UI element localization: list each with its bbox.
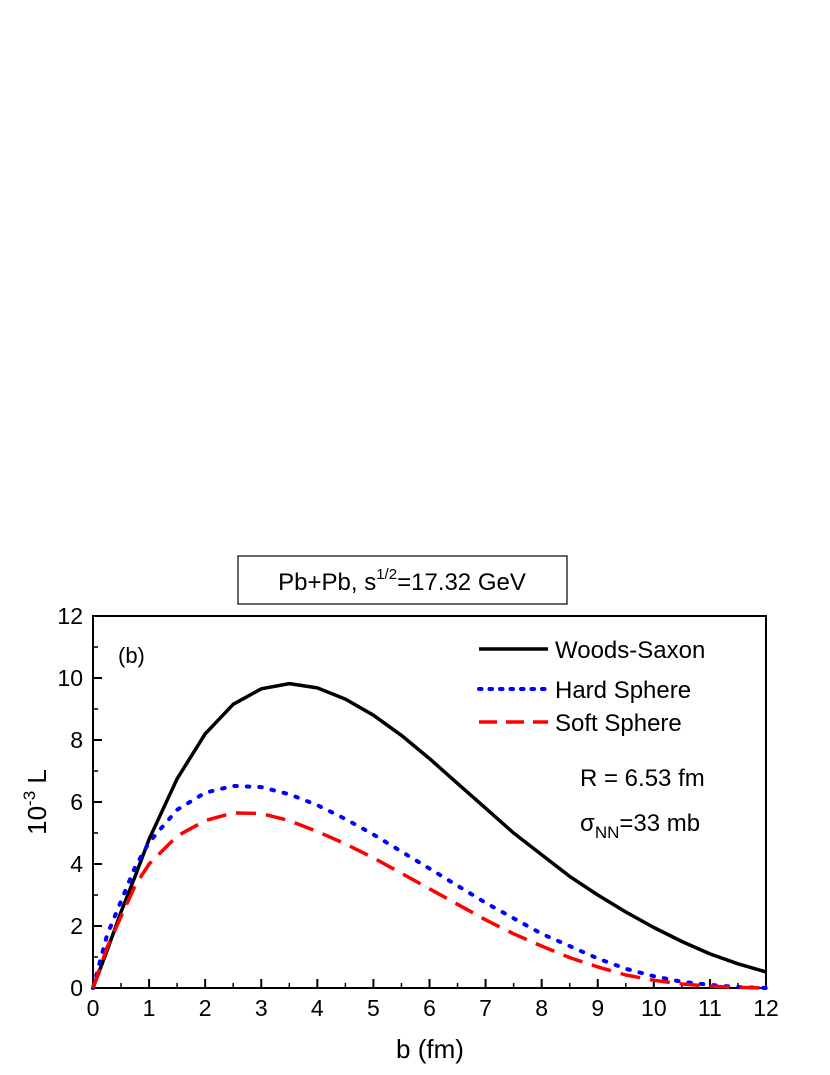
sigma-symbol: σ: [580, 810, 595, 837]
series-layer: [91, 681, 768, 990]
x-tick-label: 9: [591, 995, 604, 1021]
y-axis-ticks: 0 2 4 6 8 10 12: [57, 603, 102, 1001]
y-tick-label: 4: [70, 851, 83, 877]
x-tick-label: 3: [255, 995, 268, 1021]
x-tick-label: 2: [199, 995, 212, 1021]
x-axis-ticks: 0 1 2 3 4 5 6 7 8 9 10 11 12: [87, 979, 779, 1021]
chart-title-base: Pb+Pb, s: [278, 569, 376, 596]
y-tick-label: 6: [70, 789, 83, 815]
x-tick-label: 0: [87, 995, 100, 1021]
series-line-soft-sphere: [91, 811, 767, 990]
x-tick-label: 8: [535, 995, 548, 1021]
legend-label-soft-sphere: Soft Sphere: [555, 710, 682, 737]
x-tick-label: 7: [479, 995, 492, 1021]
sigma-annotation: σNN=33 mb: [580, 810, 700, 842]
y-tick-label: 8: [70, 727, 83, 753]
y-axis-label-suffix: L: [22, 769, 52, 791]
x-axis-label: b (fm): [396, 1034, 464, 1064]
x-tick-label: 6: [423, 995, 436, 1021]
sigma-subscript: NN: [595, 823, 620, 842]
x-tick-label: 10: [641, 995, 667, 1021]
x-tick-label: 1: [143, 995, 156, 1021]
x-tick-label: 12: [753, 995, 779, 1021]
chart-title-rest: =17.32 GeV: [397, 569, 526, 596]
chart-title: Pb+Pb, s1/2=17.32 GeV: [278, 566, 526, 596]
panel-label: (b): [118, 643, 145, 668]
x-tick-label: 5: [367, 995, 380, 1021]
chart-title-sup: 1/2: [376, 566, 397, 583]
x-tick-label: 4: [311, 995, 324, 1021]
title-box: Pb+Pb, s1/2=17.32 GeV: [237, 555, 568, 605]
legend-label-hard-sphere: Hard Sphere: [555, 677, 691, 704]
title-box-frame: [237, 555, 568, 605]
y-tick-label: 2: [70, 913, 83, 939]
y-axis-label-prefix: 10: [22, 806, 52, 835]
series-line-woods-saxon: [91, 681, 767, 989]
y-tick-label: 12: [57, 603, 83, 629]
sigma-rest: =33 mb: [619, 810, 700, 837]
y-tick-label: 0: [70, 975, 83, 1001]
y-axis-label-sup: -3: [20, 791, 39, 806]
x-tick-label: 11: [698, 995, 722, 1021]
legend-label-woods-saxon: Woods-Saxon: [555, 637, 705, 664]
y-tick-label: 10: [57, 665, 83, 691]
radius-annotation: R = 6.53 fm: [580, 765, 705, 792]
y-axis-label: 10-3 L: [20, 769, 52, 835]
legend: Woods-Saxon Hard Sphere Soft Sphere: [477, 637, 705, 737]
